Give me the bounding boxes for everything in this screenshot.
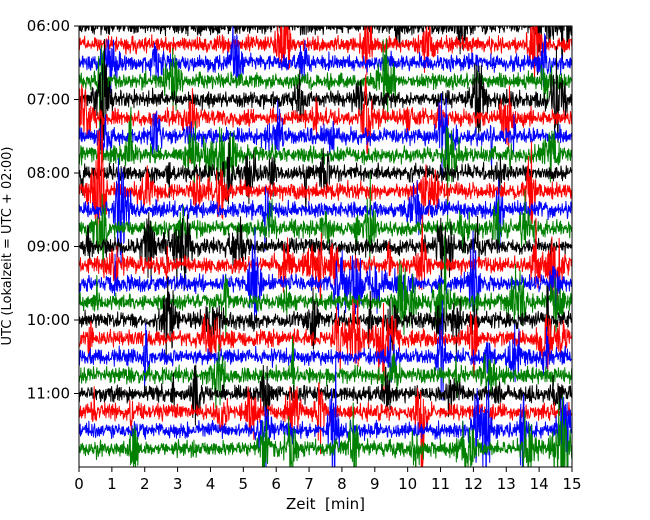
x-tick-label: 15 [562, 475, 581, 493]
x-tick-label: 1 [107, 475, 117, 493]
x-tick-label: 14 [530, 475, 549, 493]
y-tick-label: 08:00 [27, 164, 70, 182]
trace-0730 [79, 92, 572, 184]
trace-1115 [79, 382, 572, 467]
trace-0700 [79, 38, 572, 151]
trace-1015 [79, 298, 572, 396]
trace-0845 [79, 172, 572, 271]
x-tick-label: 9 [370, 475, 380, 493]
x-axis-title: Zeit [min] [286, 495, 365, 513]
trace-1045 [79, 335, 572, 409]
trace-1000 [79, 275, 572, 359]
trace-0945 [79, 235, 572, 339]
trace-1145 [79, 395, 572, 467]
trace-1030 [79, 300, 572, 401]
x-tick-label: 4 [206, 475, 216, 493]
trace-0715 [79, 74, 572, 164]
trace-0645 [79, 38, 572, 140]
y-tick-label: 10:00 [27, 311, 70, 329]
y-tick-label: 07:00 [27, 91, 70, 109]
seismic-traces [79, 26, 572, 467]
trace-0745 [79, 106, 572, 226]
x-tick-label: 11 [431, 475, 450, 493]
trace-0615 [79, 26, 572, 80]
trace-0830 [79, 158, 572, 269]
x-tick-label: 13 [497, 475, 516, 493]
y-axis-title: UTC (Lokalzeit = UTC + 02:00) [0, 147, 15, 346]
trace-0815 [79, 117, 572, 247]
trace-1100 [79, 364, 572, 426]
y-tick-label: 11:00 [27, 385, 70, 403]
trace-0930 [79, 227, 572, 325]
x-tick-label: 3 [173, 475, 183, 493]
x-tick-label: 6 [271, 475, 281, 493]
trace-0630 [79, 26, 572, 94]
x-tick-label: 10 [398, 475, 417, 493]
x-tick-label: 7 [304, 475, 314, 493]
x-tick-label: 2 [140, 475, 150, 493]
y-tick-label: 09:00 [27, 238, 70, 256]
trace-0915 [79, 214, 572, 303]
trace-0900 [79, 212, 572, 303]
x-tick-label: 8 [337, 475, 347, 493]
x-tick-label: 12 [464, 475, 483, 493]
x-tick-label: 0 [74, 475, 84, 493]
x-tick-label: 5 [239, 475, 249, 493]
y-axis: 06:00 07:00 08:00 09:00 10:00 11:00 [27, 17, 79, 403]
x-axis: 0 1 2 3 4 5 6 7 8 9 10 11 12 13 14 15 [74, 467, 582, 493]
trace-0800 [79, 136, 572, 210]
y-tick-label: 06:00 [27, 17, 70, 35]
